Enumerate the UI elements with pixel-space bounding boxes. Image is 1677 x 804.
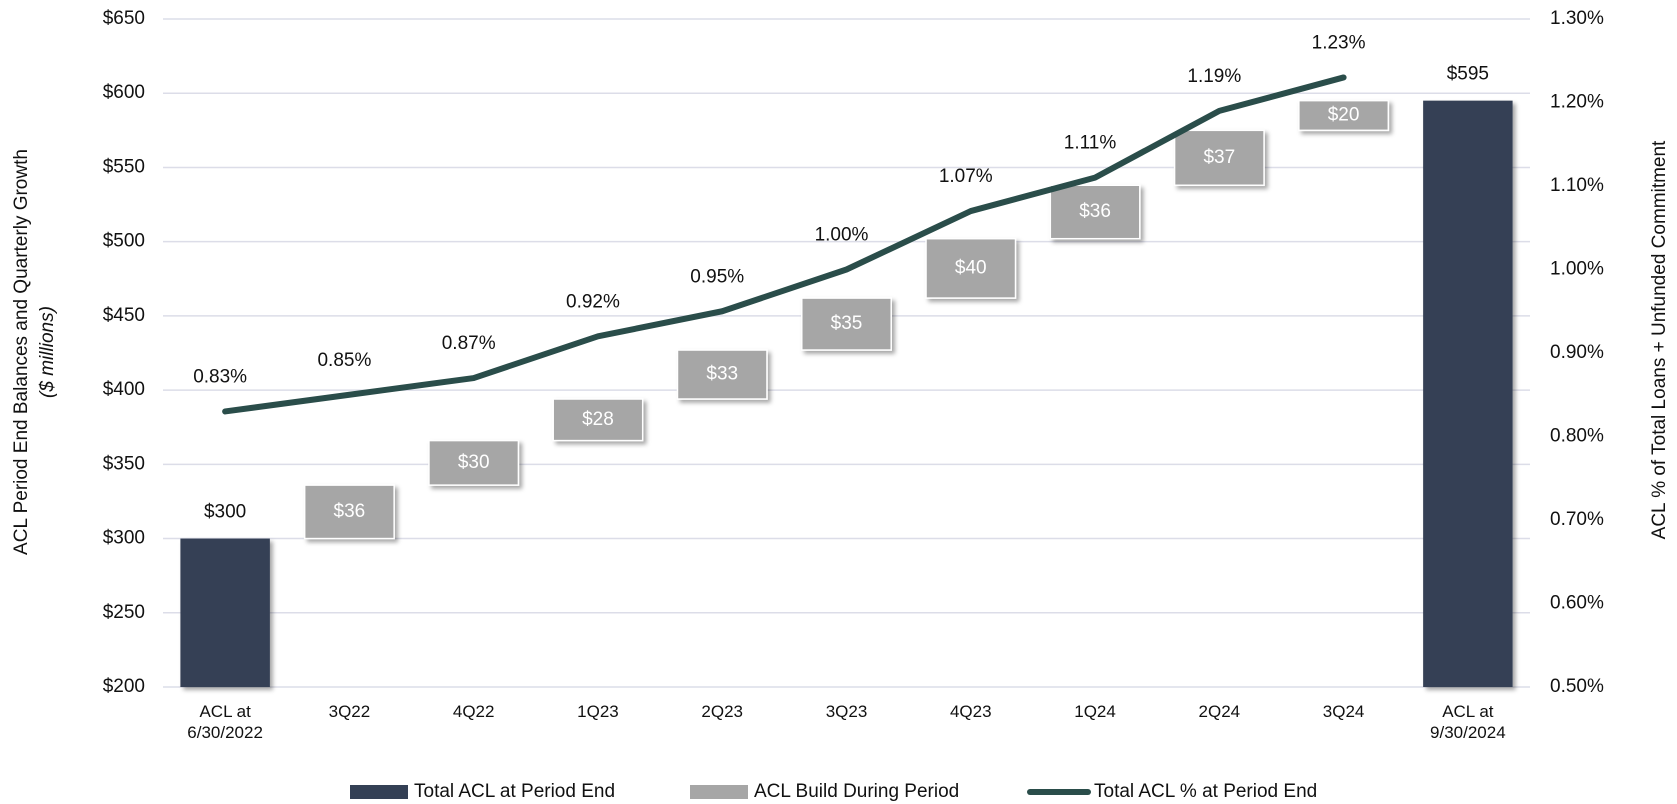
legend-label: Total ACL % at Period End: [1094, 781, 1317, 802]
x-tick-label: ACL at 9/30/2024: [1430, 702, 1506, 742]
y-tick-label: $250: [103, 602, 145, 623]
line-label: 1.11%: [1064, 133, 1117, 154]
data-label: $595: [1447, 64, 1489, 85]
step-bar: [1173, 129, 1265, 187]
data-label: $20: [1328, 105, 1360, 126]
y2-tick-label: 0.70%: [1550, 509, 1604, 530]
line-label: 1.07%: [939, 166, 993, 187]
data-label: $300: [204, 502, 246, 523]
x-tick-label: 3Q24: [1322, 702, 1365, 721]
line: [222, 74, 1347, 415]
y-tick-label: $450: [103, 305, 145, 326]
line-label: 0.92%: [566, 291, 620, 312]
y2-tick-label: 1.20%: [1550, 92, 1604, 113]
x-tick-label: 4Q23: [949, 702, 992, 721]
line-label: 0.95%: [690, 266, 744, 287]
data-label: $36: [1079, 201, 1111, 222]
x-tick-label: 2Q23: [701, 702, 744, 721]
step-bar: [303, 484, 395, 540]
line-label: 1.23%: [1312, 32, 1366, 53]
y2-tick-label: 0.90%: [1550, 342, 1604, 363]
legend-swatch: [690, 785, 748, 799]
y-tick-label: $200: [103, 676, 145, 697]
y-tick-label: $350: [103, 453, 145, 474]
step-bar: [801, 297, 892, 351]
x-tick-label: 4Q22: [452, 702, 495, 721]
x-tick-label: 3Q23: [825, 702, 868, 721]
line-label: 0.83%: [193, 366, 247, 387]
x-tick-label: 3Q22: [328, 702, 371, 721]
total-bar: [180, 538, 270, 687]
line-label: 1.19%: [1187, 66, 1241, 87]
data-label: $33: [706, 364, 738, 385]
y-tick-label: $500: [103, 231, 145, 252]
step-bar: [676, 349, 768, 400]
step-bar: [925, 237, 1017, 299]
line-label: 0.85%: [317, 350, 371, 371]
y2-tick-label: 1.30%: [1550, 8, 1604, 29]
data-label: $40: [955, 257, 987, 278]
data-label: $30: [458, 452, 490, 473]
y-tick-label: $650: [103, 8, 145, 29]
step-bar: [1049, 184, 1141, 240]
x-tick-label: 1Q23: [577, 702, 619, 721]
data-label: $35: [831, 313, 863, 334]
y-tick-label: $300: [103, 528, 145, 549]
data-label: $36: [334, 501, 366, 522]
x-tick-label: ACL at 6/30/2022: [187, 702, 263, 742]
y-tick-label: $600: [103, 82, 145, 103]
legend-label: ACL Build During Period: [754, 781, 959, 802]
data-label: $37: [1203, 147, 1235, 168]
legend-swatch: [350, 785, 408, 799]
step-bar: [428, 439, 520, 486]
y-axis-subtitle: ($ millions): [37, 306, 58, 398]
y-tick-label: $550: [103, 156, 145, 177]
total-bar: [1423, 100, 1513, 687]
y2-tick-label: 1.00%: [1550, 259, 1604, 280]
data-label: $28: [582, 409, 614, 430]
x-tick-label: 2Q24: [1198, 702, 1241, 721]
y2-tick-label: 1.10%: [1550, 175, 1604, 196]
step-bar: [1298, 99, 1390, 132]
legend-label: Total ACL at Period End: [414, 781, 615, 802]
x-tick-label: 1Q24: [1074, 702, 1116, 721]
step-bar: [552, 398, 644, 442]
y2-axis-title: ACL % of Total Loans + Unfunded Commitme…: [1649, 140, 1670, 539]
y-axis-title: ACL Period End Balances and Quarterly Gr…: [11, 149, 32, 555]
y-tick-label: $400: [103, 379, 145, 400]
line-label: 1.00%: [815, 225, 869, 246]
y2-tick-label: 0.50%: [1550, 676, 1604, 697]
y2-tick-label: 0.80%: [1550, 426, 1604, 447]
y2-tick-label: 0.60%: [1550, 593, 1604, 614]
line-label: 0.87%: [442, 333, 496, 354]
